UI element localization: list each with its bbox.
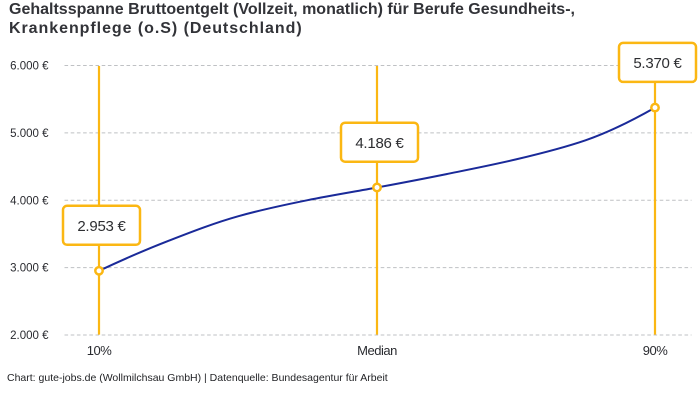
svg-text:90%: 90% xyxy=(643,343,668,358)
svg-text:5.000 €: 5.000 € xyxy=(10,128,49,140)
svg-text:2.000 €: 2.000 € xyxy=(10,330,49,342)
svg-text:2.953 €: 2.953 € xyxy=(77,218,126,235)
svg-text:10%: 10% xyxy=(87,343,112,358)
svg-text:Median: Median xyxy=(357,343,397,358)
svg-text:5.370 €: 5.370 € xyxy=(633,55,682,72)
svg-text:3.000 €: 3.000 € xyxy=(10,263,49,275)
svg-text:4.000 €: 4.000 € xyxy=(10,195,49,207)
svg-text:6.000 €: 6.000 € xyxy=(10,61,49,73)
svg-text:4.186 €: 4.186 € xyxy=(355,135,404,152)
